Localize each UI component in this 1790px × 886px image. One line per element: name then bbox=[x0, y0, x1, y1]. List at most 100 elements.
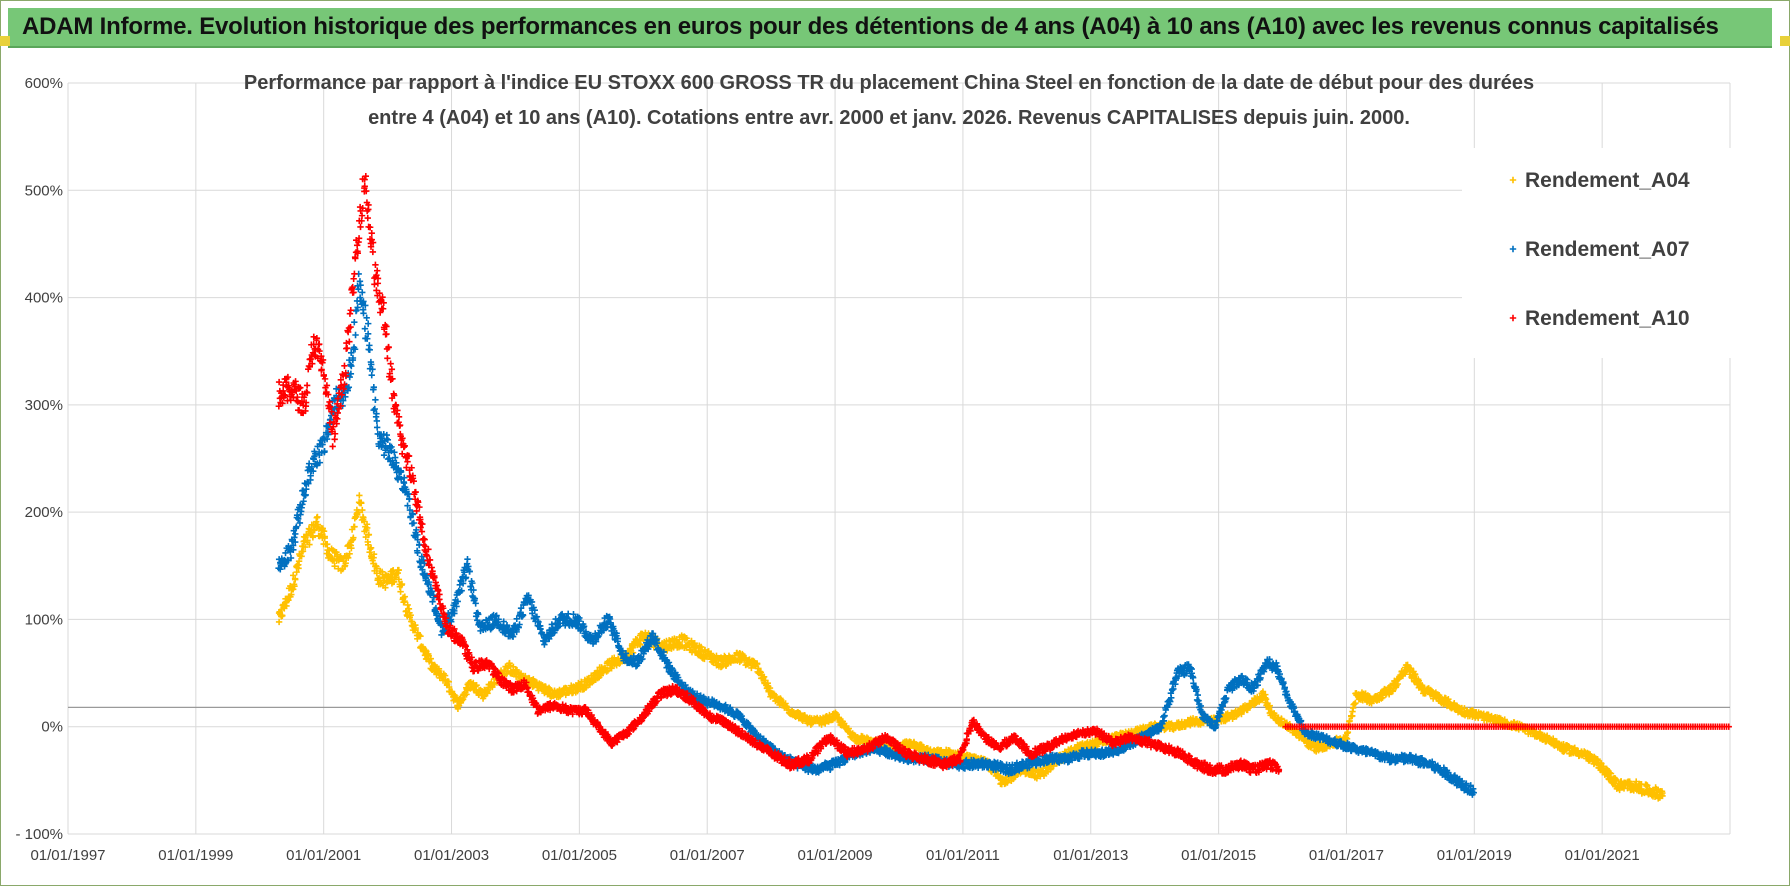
data-point bbox=[1349, 708, 1356, 715]
data-point bbox=[454, 705, 462, 713]
data-point bbox=[373, 424, 381, 431]
data-point bbox=[363, 524, 371, 532]
data-point bbox=[517, 670, 525, 677]
axis-labels: 600%500%400%300%200%100%0%- 100%01/01/19… bbox=[15, 75, 1639, 864]
data-point bbox=[472, 683, 479, 690]
data-point bbox=[395, 576, 403, 583]
data-point bbox=[320, 528, 328, 535]
data-point bbox=[289, 586, 297, 593]
data-point bbox=[473, 681, 480, 689]
data-point bbox=[295, 565, 302, 572]
gridlines bbox=[67, 82, 1731, 835]
data-point bbox=[306, 541, 313, 548]
data-point bbox=[407, 612, 414, 619]
data-point bbox=[395, 566, 403, 574]
data-point bbox=[373, 565, 381, 572]
banner-corner-left bbox=[0, 36, 10, 46]
data-point bbox=[355, 508, 362, 516]
data-point bbox=[346, 550, 353, 558]
x-tick-label: 01/01/1999 bbox=[158, 847, 233, 864]
data-point bbox=[361, 325, 369, 332]
data-point bbox=[419, 643, 427, 651]
data-point bbox=[291, 583, 298, 590]
data-point bbox=[456, 581, 464, 589]
y-tick-label: 100% bbox=[25, 611, 63, 628]
data-point bbox=[417, 633, 424, 640]
data-point bbox=[321, 533, 328, 540]
x-tick-label: 01/01/2001 bbox=[286, 847, 361, 864]
x-tick-label: 01/01/2021 bbox=[1565, 847, 1640, 864]
x-tick-label: 01/01/2007 bbox=[670, 847, 745, 864]
data-point bbox=[275, 618, 283, 626]
data-point bbox=[292, 576, 299, 583]
data-point bbox=[378, 568, 386, 576]
data-point bbox=[303, 532, 310, 539]
data-point bbox=[351, 318, 358, 326]
data-point bbox=[373, 417, 381, 425]
data-point bbox=[404, 601, 411, 609]
x-tick-label: 01/01/2009 bbox=[798, 847, 873, 864]
y-tick-label: 300% bbox=[25, 397, 63, 414]
data-point bbox=[368, 371, 375, 379]
data-point bbox=[301, 543, 309, 551]
data-point bbox=[603, 668, 610, 675]
y-tick-label: - 100% bbox=[15, 826, 63, 843]
data-point bbox=[351, 523, 358, 530]
y-tick-label: 500% bbox=[25, 182, 63, 199]
data-point bbox=[341, 562, 349, 569]
data-point bbox=[300, 498, 307, 505]
data-point bbox=[350, 534, 357, 541]
data-point bbox=[1168, 686, 1176, 694]
x-tick-label: 01/01/2019 bbox=[1437, 847, 1512, 864]
data-point bbox=[357, 499, 365, 506]
data-point bbox=[289, 572, 297, 579]
y-tick-label: 0% bbox=[41, 719, 63, 736]
data-point bbox=[541, 641, 548, 648]
banner-title: ADAM Informe. Evolution historique des p… bbox=[22, 13, 1719, 40]
data-point bbox=[372, 396, 379, 403]
series-Rendement_A04 bbox=[275, 492, 1666, 802]
data-point bbox=[458, 697, 466, 704]
data-point bbox=[367, 544, 375, 552]
data-point bbox=[429, 598, 436, 605]
y-tick-label: 200% bbox=[25, 504, 63, 521]
data-point bbox=[464, 555, 471, 563]
data-points bbox=[275, 172, 1732, 802]
data-point bbox=[314, 521, 321, 528]
data-point bbox=[344, 554, 352, 562]
data-point bbox=[360, 310, 367, 317]
data-point bbox=[363, 314, 370, 322]
data-point bbox=[348, 544, 355, 552]
data-point bbox=[309, 532, 316, 540]
data-point bbox=[360, 514, 367, 521]
x-tick-label: 01/01/2005 bbox=[542, 847, 617, 864]
x-tick-label: 01/01/1997 bbox=[30, 847, 105, 864]
data-point bbox=[608, 665, 615, 672]
data-point bbox=[1160, 713, 1167, 721]
x-tick-label: 01/01/2015 bbox=[1181, 847, 1256, 864]
data-point bbox=[400, 599, 407, 606]
data-point bbox=[366, 346, 373, 354]
data-point bbox=[356, 492, 363, 499]
x-tick-label: 01/01/2003 bbox=[414, 847, 489, 864]
data-point bbox=[295, 557, 303, 565]
data-point bbox=[401, 593, 409, 600]
series-Rendement_A07 bbox=[275, 270, 1477, 798]
data-point bbox=[611, 654, 618, 661]
data-point bbox=[365, 531, 373, 538]
data-point bbox=[448, 688, 456, 695]
x-tick-label: 01/01/2017 bbox=[1309, 847, 1384, 864]
data-point bbox=[359, 506, 366, 514]
data-point bbox=[507, 662, 514, 669]
x-tick-label: 01/01/2013 bbox=[1053, 847, 1128, 864]
data-point bbox=[324, 540, 331, 548]
data-point bbox=[578, 678, 585, 686]
data-point bbox=[542, 683, 549, 690]
data-point bbox=[388, 567, 396, 575]
data-point bbox=[370, 554, 377, 561]
data-point bbox=[278, 612, 286, 619]
y-tick-label: 600% bbox=[25, 75, 63, 92]
data-point bbox=[398, 581, 405, 589]
data-point bbox=[292, 530, 299, 538]
